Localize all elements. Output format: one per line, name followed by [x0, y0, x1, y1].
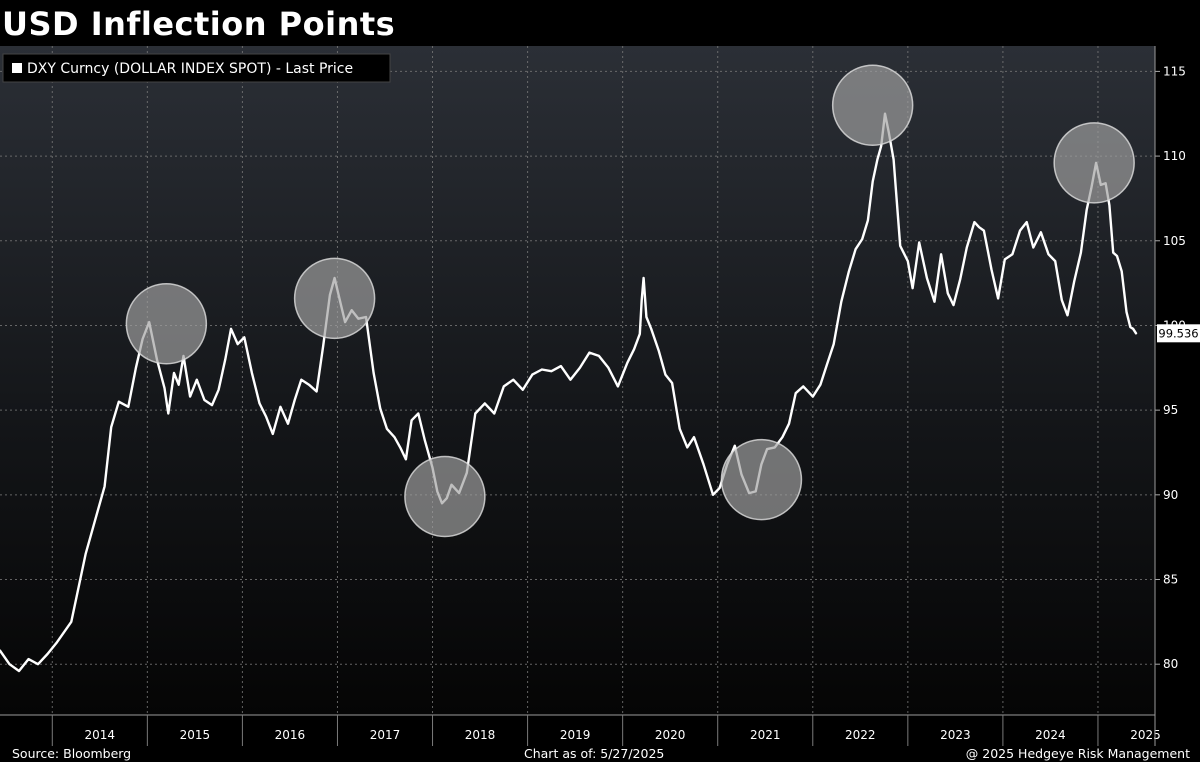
gridlines: [0, 46, 1155, 715]
x-tick-label: 2020: [655, 728, 686, 742]
x-tick-label: 2022: [845, 728, 876, 742]
x-tick-label: 2015: [180, 728, 211, 742]
footer: Source: Bloomberg Chart as of: 5/27/2025…: [0, 745, 1200, 762]
y-tick-label: 110: [1163, 149, 1186, 163]
y-tick-label: 115: [1163, 64, 1186, 78]
line-chart: 2014 2015 2016 2017 2018 2019 2020 2021 2022 2023…: [0, 46, 1200, 746]
x-tick-label: 2017: [370, 728, 401, 742]
highlight-circle: [293, 257, 376, 340]
chart-container: 2014 2015 2016 2017 2018 2019 2020 2021 2022 2023…: [0, 46, 1200, 746]
highlight-circle: [1053, 122, 1135, 204]
x-tick-label: 2025: [1130, 728, 1161, 742]
x-axis-band: 2014 2015 2016 2017 2018 2019 2020 2021 2022 2023…: [0, 714, 1161, 746]
legend-swatch: [12, 63, 22, 73]
annotation-layer: [125, 64, 1135, 538]
x-tick-label: 2021: [750, 728, 781, 742]
y-axis: 80859095100105110115: [1154, 46, 1186, 746]
x-tick-label: 2016: [275, 728, 306, 742]
copyright-note: @ 2025 Hedgeye Risk Management: [965, 746, 1190, 761]
legend-box: [2, 53, 391, 83]
last-value-layer: 99.536: [1157, 324, 1200, 343]
series-layer: [0, 112, 1138, 673]
highlight-circle: [404, 455, 486, 538]
chart-date: Chart as of: 5/27/2025: [524, 746, 665, 761]
x-tick-label: 2023: [940, 728, 971, 742]
y-tick-label: 105: [1163, 234, 1186, 248]
x-tick-label: 2024: [1035, 728, 1066, 742]
series-line: [0, 112, 1138, 673]
x-tick-label: 2014: [85, 728, 116, 742]
x-tick-label: 2018: [465, 728, 496, 742]
legend-label: DXY Curncy (DOLLAR INDEX SPOT) - Last Pr…: [27, 61, 353, 77]
y-tick-label: 95: [1163, 403, 1178, 417]
last-value-label: 99.536: [1158, 326, 1198, 340]
chart-title: USD Inflection Points: [2, 5, 396, 43]
y-tick-label: 80: [1163, 657, 1178, 671]
y-tick-label: 90: [1163, 488, 1178, 502]
last-value-badge: [1157, 324, 1200, 343]
highlight-circle: [831, 64, 914, 147]
highlight-circle: [720, 438, 803, 521]
highlight-circle: [125, 283, 208, 365]
plot-background: [0, 46, 1155, 715]
legend: DXY Curncy (DOLLAR INDEX SPOT) - Last Pr…: [2, 53, 391, 83]
source-note: Source: Bloomberg: [12, 746, 132, 761]
x-tick-label: 2019: [560, 728, 591, 742]
y-tick-label: 85: [1163, 573, 1178, 587]
x-axis-band-bg: [0, 715, 1155, 746]
